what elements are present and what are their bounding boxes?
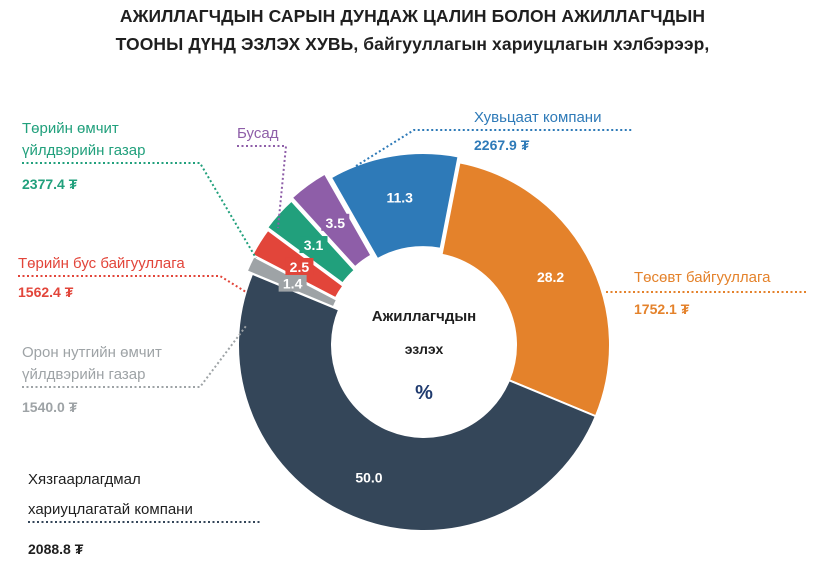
callout-name-local_soe-0: Орон нутгийн өмчит <box>22 344 162 361</box>
leader-line-local_soe <box>22 325 247 388</box>
slice-value-label-local_soe: 1.4 <box>283 276 303 292</box>
callout-salary-local_soe: 1540.0 ₮ <box>22 399 78 415</box>
slice-label-bg-other <box>321 213 350 231</box>
leader-line-budget <box>355 129 633 167</box>
callout-name-private-0: Төсөвт байгууллага <box>634 269 771 286</box>
slice-value-label-private: 28.2 <box>537 269 564 285</box>
leader-line-other <box>237 145 288 229</box>
callout-salary-budget: 2267.9 ₮ <box>474 137 530 153</box>
slice-value-label-other: 3.5 <box>326 215 346 231</box>
slice-budget <box>329 152 460 261</box>
callout-salary-state_soe: 2377.4 ₮ <box>22 176 78 192</box>
callout-name-llc-1: хариуцлагатай компани <box>28 501 193 518</box>
center-label-line-1: Ажиллагчдын <box>372 308 476 325</box>
callout-salary-private: 1752.1 ₮ <box>634 301 690 317</box>
callout-name-llc-0: Хязгаарлагдмал <box>28 471 141 488</box>
callout-name-other-0: Бусад <box>237 125 279 142</box>
chart-title-line-1: АЖИЛЛАГЧДЫН САРЫН ДУНДАЖ ЦАЛИН БОЛОН АЖИ… <box>119 6 706 26</box>
slice-value-label-ngo: 2.5 <box>290 259 310 275</box>
slice-value-labels: 28.2 50.0 1.42.5 3.13.5 11.3 <box>278 189 564 486</box>
chart-title-line-2: ТООНЫ ДҮНД ЭЗЛЭХ ХУВЬ, байгууллагын хари… <box>115 34 710 54</box>
callout-salary-llc: 2088.8 ₮ <box>28 541 84 557</box>
donut-center-label: Ажиллагчдын эзлэх % <box>372 308 476 404</box>
slice-value-label-llc: 50.0 <box>355 470 382 486</box>
slice-value-label-budget: 11.3 <box>386 189 413 205</box>
callout-salary-ngo: 1562.4 ₮ <box>18 284 74 300</box>
slice-label-bg-state_soe <box>299 236 328 254</box>
callout-labels: Хувьцаат компани 2267.9 ₮ Төсөвт байгуулла… <box>18 109 808 557</box>
slice-label-bg-ngo <box>285 257 314 275</box>
callout-name-state_soe-1: үйлдвэрийн газар <box>22 142 145 159</box>
slice-private <box>440 161 611 418</box>
leader-line-ngo <box>18 275 247 293</box>
callout-name-budget-0: Хувьцаат компани <box>474 109 601 126</box>
callout-name-local_soe-1: үйлдвэрийн газар <box>22 366 145 383</box>
slice-llc <box>237 272 598 532</box>
center-percent-symbol: % <box>415 382 433 404</box>
callout-name-ngo-0: Төрийн бус байгууллага <box>18 255 185 272</box>
slice-value-label-state_soe: 3.1 <box>304 237 324 253</box>
callout-name-state_soe-0: Төрийн өмчит <box>22 120 119 137</box>
center-label-line-2: эзлэх <box>405 341 444 357</box>
leader-line-state_soe <box>22 162 257 259</box>
slice-label-bg-local_soe <box>278 274 307 292</box>
